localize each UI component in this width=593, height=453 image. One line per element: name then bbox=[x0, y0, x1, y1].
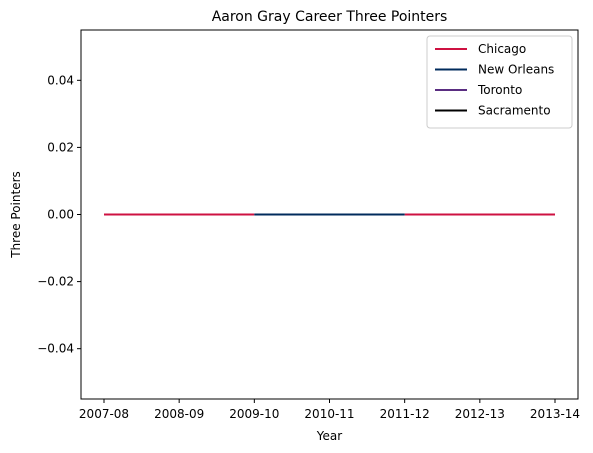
y-axis-ticks: −0.04 −0.02 0.00 0.02 0.04 bbox=[37, 73, 81, 356]
y-tick-label: 0.00 bbox=[47, 208, 74, 222]
legend-label: Toronto bbox=[477, 83, 522, 97]
legend-label: Sacramento bbox=[478, 104, 551, 118]
x-tick-label: 2009-10 bbox=[229, 407, 279, 421]
y-axis-label: Three Pointers bbox=[9, 171, 23, 259]
x-tick-label: 2013-14 bbox=[530, 407, 580, 421]
chart-title: Aaron Gray Career Three Pointers bbox=[212, 9, 448, 25]
x-tick-label: 2012-13 bbox=[455, 407, 505, 421]
legend: Chicago New Orleans Toronto Sacramento bbox=[426, 35, 573, 129]
y-tick-label: 0.02 bbox=[47, 140, 74, 154]
y-tick-label: −0.04 bbox=[37, 342, 74, 356]
x-tick-label: 2011-12 bbox=[380, 407, 430, 421]
x-axis-label: Year bbox=[316, 429, 342, 443]
x-tick-label: 2008-09 bbox=[154, 407, 204, 421]
legend-label: New Orleans bbox=[478, 63, 554, 77]
x-tick-label: 2010-11 bbox=[304, 407, 354, 421]
x-tick-label: 2007-08 bbox=[79, 407, 129, 421]
x-axis-ticks: 2007-08 2008-09 2009-10 2010-11 2011-12 2012-… bbox=[79, 399, 580, 421]
y-tick-label: 0.04 bbox=[47, 73, 74, 87]
y-tick-label: −0.02 bbox=[37, 275, 74, 289]
legend-box bbox=[426, 35, 573, 129]
legend-label: Chicago bbox=[478, 42, 526, 56]
